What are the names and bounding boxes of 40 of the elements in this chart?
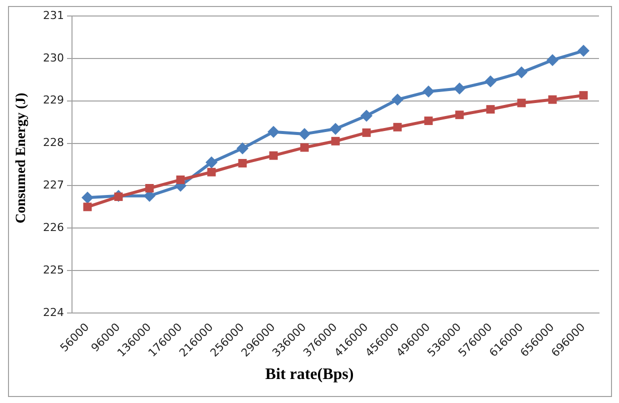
point <box>516 66 528 78</box>
point <box>269 151 278 160</box>
point <box>455 110 464 120</box>
point <box>454 82 466 95</box>
point <box>422 86 434 98</box>
point <box>424 116 433 126</box>
y-axis-title: Consumed Energy (J) <box>14 92 30 224</box>
y-tick-label: 229 <box>42 94 64 107</box>
point <box>546 54 558 66</box>
y-tick-label: 231 <box>42 8 64 22</box>
point <box>268 126 280 138</box>
point <box>300 143 309 152</box>
point <box>298 128 310 140</box>
point <box>578 44 590 57</box>
point <box>205 156 218 168</box>
point <box>145 184 154 192</box>
point <box>330 122 342 135</box>
point <box>392 94 404 106</box>
point <box>548 95 557 104</box>
y-tick-label: 228 <box>42 136 64 150</box>
y-tick-label: 224 <box>42 306 64 319</box>
point <box>331 136 340 146</box>
point <box>393 122 402 132</box>
point <box>579 91 588 100</box>
point <box>517 98 526 108</box>
point <box>362 128 371 137</box>
point <box>176 176 185 184</box>
point <box>360 110 372 122</box>
point <box>81 192 94 204</box>
point <box>238 158 247 168</box>
point <box>207 168 216 176</box>
x-axis-title: Bit rate(Bps) <box>264 366 355 384</box>
y-tick-label: 227 <box>42 178 64 192</box>
y-tick-label: 225 <box>42 263 64 276</box>
point <box>83 202 92 212</box>
point <box>484 75 496 88</box>
y-tick-label: 230 <box>42 51 64 64</box>
point <box>486 105 495 114</box>
point <box>236 142 248 154</box>
y-tick-label: 226 <box>42 220 64 234</box>
